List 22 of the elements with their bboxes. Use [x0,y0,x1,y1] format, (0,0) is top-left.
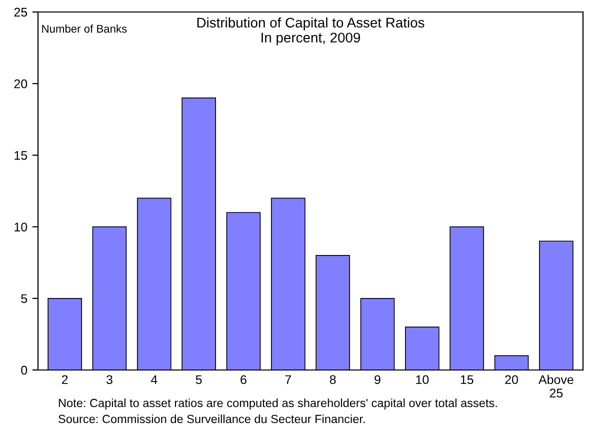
x-tick-label: 7 [285,375,292,384]
x-tick-label: 20 [505,375,518,384]
x-tick-label: 5 [196,375,202,384]
y-axis-title: Number of Banks [42,24,127,33]
source-note: Source: Commission de Surveillance du Secteur Financier. [58,414,365,424]
x-tick-label: 10 [416,375,429,384]
y-tick-label: 15 [14,151,28,160]
x-tick-label: 6 [240,375,246,384]
x-tick-label: 3 [106,375,112,384]
text: Distribution of Capital to Asset Ratios In percent, 2009 [197,17,424,46]
y-tick-label: 10 [14,222,28,232]
text: Note: Capital to asset ratios are computed as shareholders' capital over total assets. [58,398,497,410]
y-tick-label: 20 [14,79,28,88]
x-tick-label: 2 [62,375,68,384]
x-tick-label: Above 25 [538,374,574,398]
x-tick-label: 15 [460,375,474,384]
x-tick-label: 8 [330,375,336,384]
y-tick-label: 0 [21,366,28,375]
y-tick-label: 5 [21,294,28,304]
x-tick-label: 4 [150,375,158,384]
x-tick-label: 9 [374,375,380,384]
y-tick-label: 25 [14,8,28,17]
